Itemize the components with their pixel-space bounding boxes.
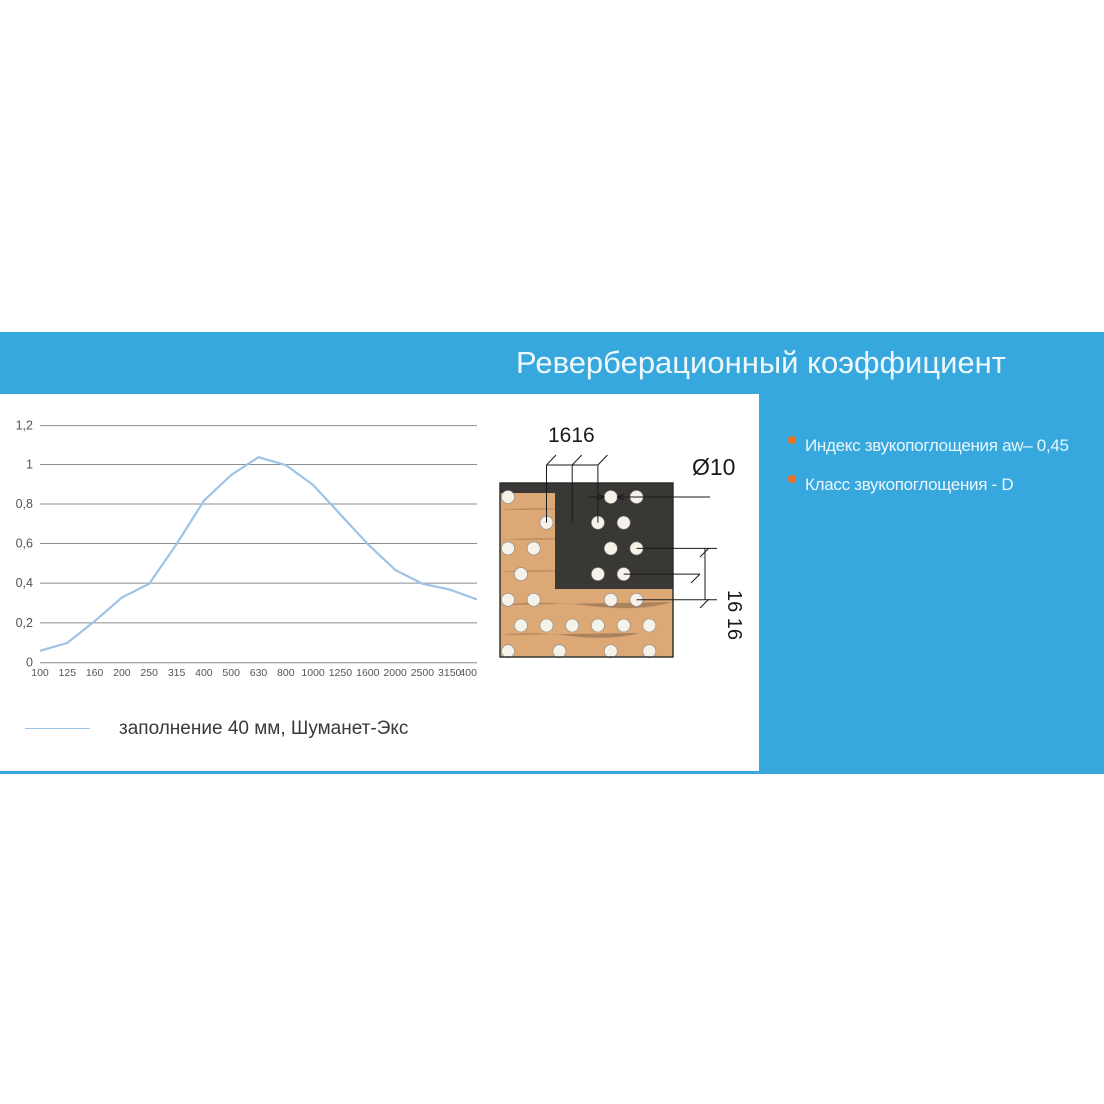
svg-text:1000: 1000 (301, 667, 325, 679)
svg-text:3150: 3150 (438, 667, 462, 679)
svg-text:0,8: 0,8 (16, 497, 33, 511)
svg-text:500: 500 (222, 667, 240, 679)
svg-text:1600: 1600 (356, 667, 380, 679)
svg-text:1250: 1250 (329, 667, 353, 679)
svg-text:1616: 1616 (548, 424, 595, 447)
svg-text:0,6: 0,6 (16, 537, 33, 551)
svg-text:0,2: 0,2 (16, 616, 33, 630)
svg-text:16 16: 16 16 (723, 590, 745, 640)
svg-text:160: 160 (86, 667, 104, 679)
svg-text:100: 100 (31, 667, 49, 679)
svg-text:Ø10: Ø10 (692, 454, 735, 480)
svg-text:630: 630 (250, 667, 268, 679)
svg-text:125: 125 (59, 667, 77, 679)
svg-text:0,4: 0,4 (16, 576, 33, 590)
svg-text:200: 200 (113, 667, 131, 679)
svg-text:315: 315 (168, 667, 186, 679)
svg-text:2500: 2500 (411, 667, 435, 679)
svg-text:2000: 2000 (383, 667, 407, 679)
svg-text:1: 1 (26, 458, 33, 472)
svg-text:1,2: 1,2 (16, 419, 33, 433)
svg-text:400: 400 (459, 667, 477, 679)
svg-text:400: 400 (195, 667, 213, 679)
svg-text:250: 250 (140, 667, 158, 679)
svg-text:800: 800 (277, 667, 295, 679)
